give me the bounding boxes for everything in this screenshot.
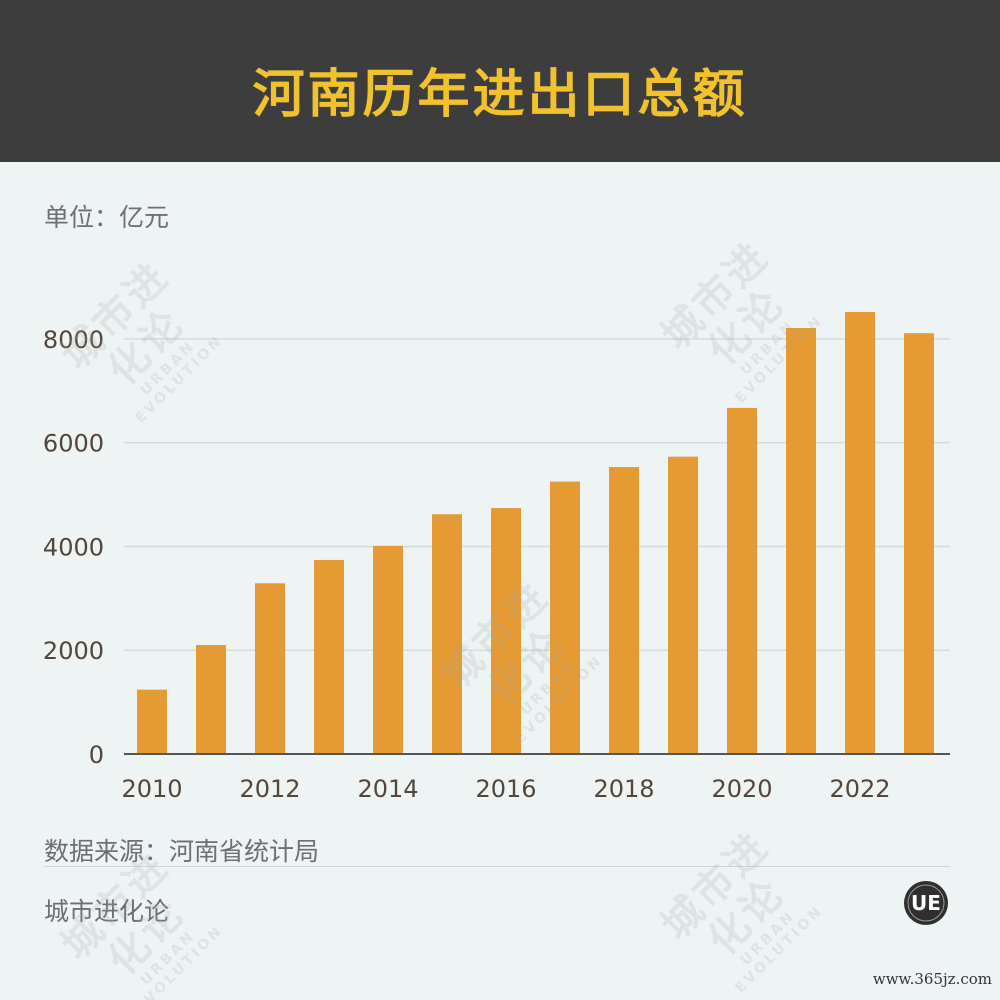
y-tick-label: 6000: [43, 430, 104, 458]
bar-2017: [550, 481, 580, 754]
bar-2016: [491, 508, 521, 754]
divider: [44, 866, 950, 867]
x-tick-label: 2022: [829, 775, 890, 803]
x-tick-label: 2010: [121, 775, 182, 803]
logo-text: UE: [911, 891, 941, 915]
x-tick-label: 2014: [357, 775, 418, 803]
bar-2019: [668, 456, 698, 754]
x-tick-label: 2018: [593, 775, 654, 803]
bar-2011: [196, 645, 226, 754]
brand-label: 城市进化论: [44, 897, 170, 926]
y-tick-label: 4000: [43, 533, 104, 561]
y-tick-label: 2000: [43, 637, 104, 665]
bar-2023: [904, 333, 934, 754]
bar-2021: [786, 327, 816, 754]
bar-2015: [432, 514, 462, 754]
x-tick-label: 2016: [475, 775, 536, 803]
bar-2020: [727, 407, 757, 754]
unit-label: 单位：亿元: [44, 203, 170, 232]
bar-2022: [845, 311, 875, 754]
bar-2013: [314, 559, 344, 754]
site-url: www.365jz.com: [872, 970, 992, 988]
ue-logo-icon: UE: [904, 881, 948, 925]
x-tick-label: 2012: [239, 775, 300, 803]
y-tick-label: 8000: [43, 326, 104, 354]
bar-2010: [137, 689, 167, 754]
header-bar: 河南历年进出口总额: [0, 0, 1000, 162]
chart-title: 河南历年进出口总额: [252, 65, 748, 125]
bar-2014: [373, 545, 403, 754]
bar-2012: [255, 583, 285, 754]
bar-2018: [609, 467, 639, 754]
y-tick-label: 0: [89, 741, 104, 769]
x-tick-label: 2020: [711, 775, 772, 803]
source-label: 数据来源：河南省统计局: [44, 837, 320, 866]
